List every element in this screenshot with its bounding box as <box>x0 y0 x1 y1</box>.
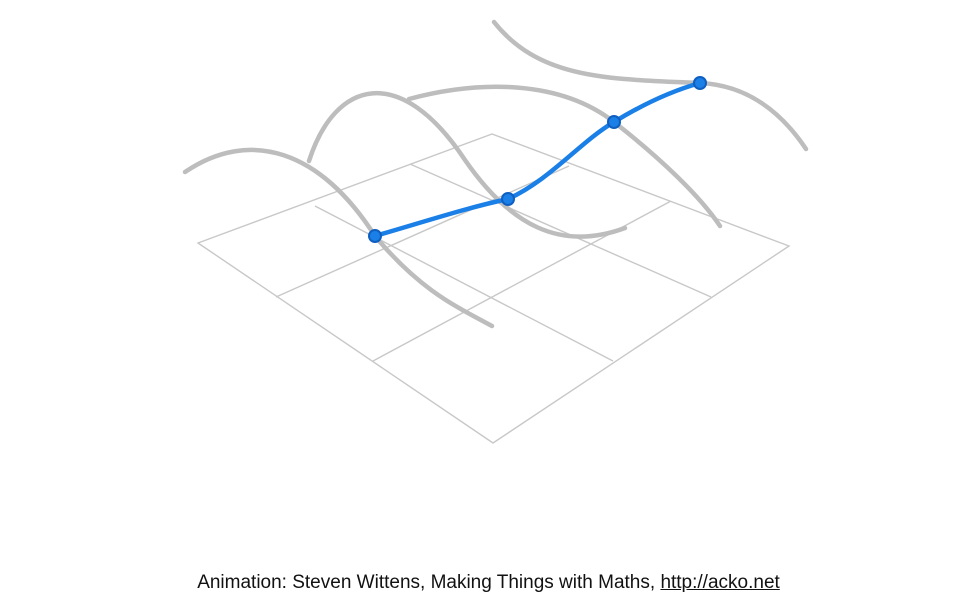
gray-curve-1 <box>182 147 495 329</box>
acko-link[interactable]: http://acko.net <box>660 572 780 593</box>
gray-curves <box>182 19 809 329</box>
grid-outline <box>196 133 791 444</box>
control-point-1 <box>368 229 382 243</box>
control-point-3 <box>607 115 621 129</box>
grid-line <box>314 205 614 362</box>
control-point-4 <box>693 76 707 90</box>
grid-line <box>409 163 712 298</box>
gray-curve-4 <box>491 19 809 152</box>
grid-line <box>275 165 570 298</box>
attribution-text: Animation: Steven Wittens, Making Things… <box>197 572 661 593</box>
surface-diagram <box>182 19 809 444</box>
control-point-2 <box>501 192 515 206</box>
blue-interpolated-curve <box>372 80 703 239</box>
attribution-caption: Animation: Steven Wittens, Making Things… <box>0 572 977 594</box>
control-points <box>368 76 707 243</box>
gray-curve-2 <box>306 90 628 239</box>
gray-curve-3 <box>406 84 723 229</box>
perspective-grid <box>196 133 791 444</box>
